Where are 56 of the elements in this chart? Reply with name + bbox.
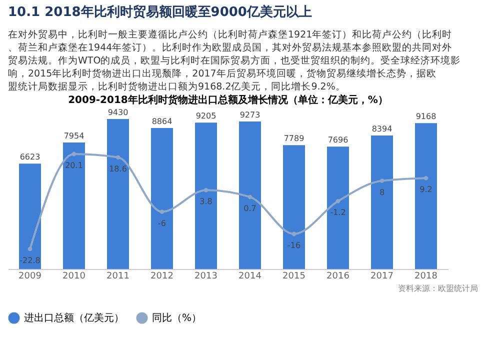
data-label: -22.8 [20, 256, 40, 265]
legend-label: 同比（%） [152, 312, 202, 324]
x-tick-label: 2016 [326, 272, 350, 282]
data-label: 8864 [152, 117, 172, 126]
x-tick-label: 2009 [18, 272, 42, 282]
point [204, 188, 208, 192]
x-tick-label: 2010 [62, 272, 86, 282]
data-label: -16 [287, 240, 301, 250]
data-label: 18.6 [109, 164, 127, 174]
bar [195, 122, 217, 269]
data-label: 9273 [240, 110, 260, 120]
point [248, 194, 252, 200]
data-label: 3.8 [200, 197, 212, 206]
point [72, 152, 76, 156]
bar [415, 123, 437, 269]
data-label: 7789 [284, 134, 304, 144]
point [28, 246, 32, 252]
legend-label: 进出口总额（亿美元） [24, 312, 124, 324]
data-label: 6623 [20, 152, 40, 162]
data-label: 7696 [328, 136, 348, 145]
data-label: 0.7 [244, 204, 256, 213]
x-tick-label: 2012 [150, 272, 174, 282]
point [380, 178, 384, 183]
bar [107, 119, 129, 269]
bar [239, 121, 261, 269]
data-label: -1.2 [330, 208, 346, 218]
bar [283, 145, 305, 269]
data-label: 8394 [372, 124, 392, 134]
x-tick-label: 2017 [370, 272, 394, 282]
text: 在对外贸易中，比利时一般主要遵循比卢公约（比利时荷卢森堡1921年签订）和比荷卢公约（比利时、荷兰和卢森堡在1944年签订）。比利时作为欧盟成员国，其对外贸易法规基本参照欧盟的共同对外贸易法规。作为WTO的成员，欧盟与比利时在国际贸易方面，也受世贸组织的制约。受全球经济环境影响，2015年比利时货物进出口出现颓降，2017年后贸易环境回暖，货物贸易继续增长态势，据欧盟统计局数据显示，比利时货物进出口额为9168.2亿美元，同比增长9.2%。 [8, 28, 461, 92]
chart-subtitle: 2009-2018年比利时货物进出口总额及增长情况（单位：亿美元，%） [68, 94, 388, 106]
data-label: 9168 [416, 112, 436, 122]
x-tick-label: 2018 [414, 272, 438, 282]
data-label: 9205 [196, 112, 216, 121]
x-tick-label: 2013 [194, 272, 218, 282]
data-label: -6 [158, 218, 166, 228]
bar [371, 135, 393, 269]
text: 资料来源：欧盟统计局 [398, 284, 478, 293]
point [336, 199, 340, 204]
point [116, 155, 120, 160]
bar [151, 128, 173, 269]
chart-title: 10.1 2018年比利时贸易额回暖至9000亿美元以上 [8, 4, 312, 20]
point [160, 210, 164, 214]
bar [63, 142, 85, 269]
point [292, 232, 296, 236]
point [424, 176, 428, 180]
data-label: 9.2 [420, 185, 432, 194]
bar [327, 146, 349, 269]
data-label: 9430 [108, 108, 128, 117]
data-label: 20.1 [65, 161, 83, 170]
x-tick-label: 2011 [106, 272, 130, 282]
x-tick-label: 2014 [238, 272, 262, 282]
bar [19, 164, 41, 269]
data-label: 7954 [64, 131, 84, 140]
x-tick-label: 2015 [282, 272, 306, 282]
data-label: 8 [379, 188, 385, 197]
